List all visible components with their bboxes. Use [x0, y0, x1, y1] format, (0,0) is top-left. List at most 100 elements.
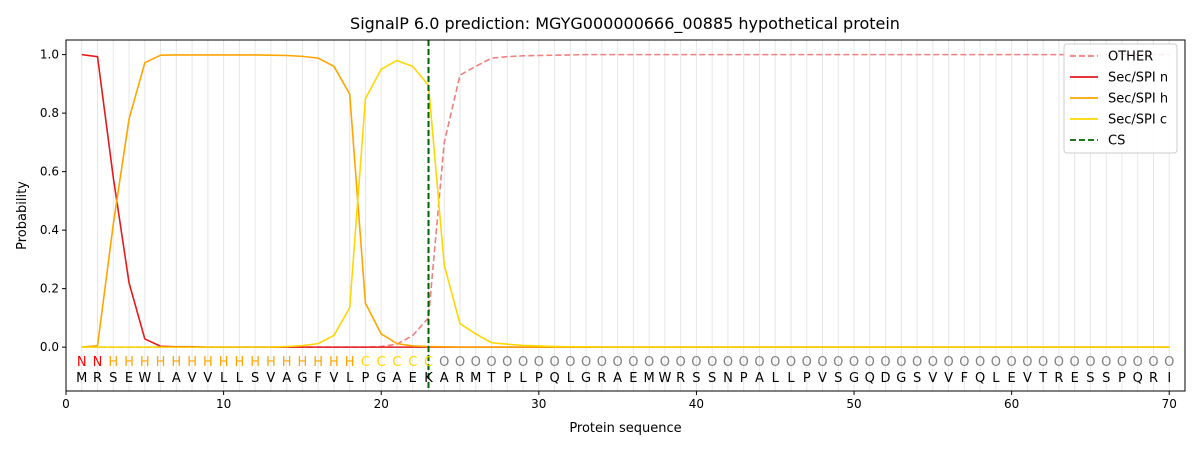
sequence-residue: P	[362, 371, 370, 386]
region-label: O	[833, 355, 843, 370]
sequence-residue: R	[676, 371, 685, 386]
sequence-residue: S	[692, 371, 700, 386]
sequence-residue: G	[849, 371, 859, 386]
series-line-sec-spi-h	[81, 54, 1170, 348]
region-label: C	[424, 355, 433, 370]
sequence-residue: V	[188, 371, 197, 386]
region-label: O	[865, 355, 875, 370]
sequence-residue: S	[251, 371, 259, 386]
x-tick-label: 50	[846, 397, 861, 411]
sequence-residue: E	[409, 371, 417, 386]
region-label: H	[234, 355, 244, 370]
region-label: H	[313, 355, 323, 370]
y-tick-label: 0.2	[40, 282, 59, 296]
region-label: O	[439, 355, 449, 370]
sequence-residue: L	[992, 371, 1000, 386]
legend-label: Sec/SPI n	[1108, 71, 1168, 86]
sequence-residue: W	[138, 371, 151, 386]
plot-frame	[65, 39, 1186, 392]
sequence-residue: G	[581, 371, 591, 386]
sequence-residue: P	[535, 371, 543, 386]
region-label: O	[880, 355, 890, 370]
sequence-residue: E	[125, 371, 133, 386]
sequence-residue: S	[1102, 371, 1110, 386]
region-label: H	[329, 355, 339, 370]
sequence-residue: V	[266, 371, 275, 386]
legend-label: OTHER	[1108, 50, 1153, 65]
legend-label: Sec/SPI c	[1108, 113, 1167, 128]
sequence-residue: S	[834, 371, 842, 386]
region-label: O	[817, 355, 827, 370]
region-label: H	[124, 355, 134, 370]
series-line-sec-spi-c	[81, 59, 1170, 348]
region-label: H	[140, 355, 150, 370]
sequence-residue: A	[440, 371, 449, 386]
region-label: H	[345, 355, 355, 370]
y-tick-label: 1.0	[40, 48, 59, 62]
sequence-residue: Q	[865, 371, 875, 386]
sequence-residue: A	[393, 371, 402, 386]
sequence-residue: D	[881, 371, 891, 386]
region-label: O	[786, 355, 796, 370]
region-label: O	[581, 355, 591, 370]
sequence-residue: E	[1008, 371, 1016, 386]
region-label: C	[392, 355, 401, 370]
sequence-residue: A	[613, 371, 622, 386]
region-label: O	[1054, 355, 1064, 370]
series-line-other	[81, 53, 1170, 348]
region-label: O	[565, 355, 575, 370]
sequence-residue: L	[787, 371, 795, 386]
region-label: O	[644, 355, 654, 370]
sequence-residue: L	[567, 371, 575, 386]
x-tick-label: 10	[216, 397, 231, 411]
sequence-residue: P	[503, 371, 511, 386]
region-label: O	[1148, 355, 1158, 370]
legend-label: Sec/SPI h	[1108, 92, 1168, 107]
region-label: O	[676, 355, 686, 370]
legend-label: CS	[1108, 134, 1125, 149]
region-label: O	[1164, 355, 1174, 370]
sequence-residue: T	[1038, 371, 1047, 386]
sequence-residue: F	[314, 371, 321, 386]
axis-ticks: 0 10 20 30 40 50 60 70 0.0 0.2 0.4 0.6 0.8 1.0	[40, 48, 1177, 411]
region-label: O	[991, 355, 1001, 370]
region-label: O	[455, 355, 465, 370]
region-label: O	[549, 355, 559, 370]
sequence-residue: W	[658, 371, 671, 386]
x-axis-label: Protein sequence	[569, 421, 681, 436]
sequence-residue: I	[1167, 371, 1171, 386]
region-label: O	[502, 355, 512, 370]
region-label: N	[77, 355, 87, 370]
sequence-residue: L	[157, 371, 165, 386]
sequence-residue: R	[1149, 371, 1158, 386]
sequence-residue: S	[913, 371, 921, 386]
region-label: O	[739, 355, 749, 370]
sequence-residue: L	[519, 371, 527, 386]
sequence-residue: G	[896, 371, 906, 386]
sequence-residue: A	[755, 371, 764, 386]
region-label: O	[723, 355, 733, 370]
region-label: C	[361, 355, 370, 370]
sequence-residue: V	[329, 371, 338, 386]
region-label: H	[203, 355, 213, 370]
sequence-residue: S	[708, 371, 716, 386]
x-tick-label: 40	[689, 397, 704, 411]
region-label: O	[1007, 355, 1017, 370]
region-label: O	[1117, 355, 1127, 370]
region-label: O	[1133, 355, 1143, 370]
sequence-residue: V	[818, 371, 827, 386]
region-label: O	[597, 355, 607, 370]
x-tick-label: 30	[531, 397, 546, 411]
region-label: O	[849, 355, 859, 370]
sequence-residue: P	[740, 371, 748, 386]
region-label: O	[691, 355, 701, 370]
sequence-residue: E	[629, 371, 637, 386]
sequence-residue: Q	[975, 371, 985, 386]
region-label: H	[250, 355, 260, 370]
x-tick-label: 70	[1162, 397, 1177, 411]
sequence-residue: R	[455, 371, 464, 386]
region-label: O	[1101, 355, 1111, 370]
series-line-sec-spi-n	[81, 53, 1170, 348]
sequence-residue: T	[487, 371, 496, 386]
